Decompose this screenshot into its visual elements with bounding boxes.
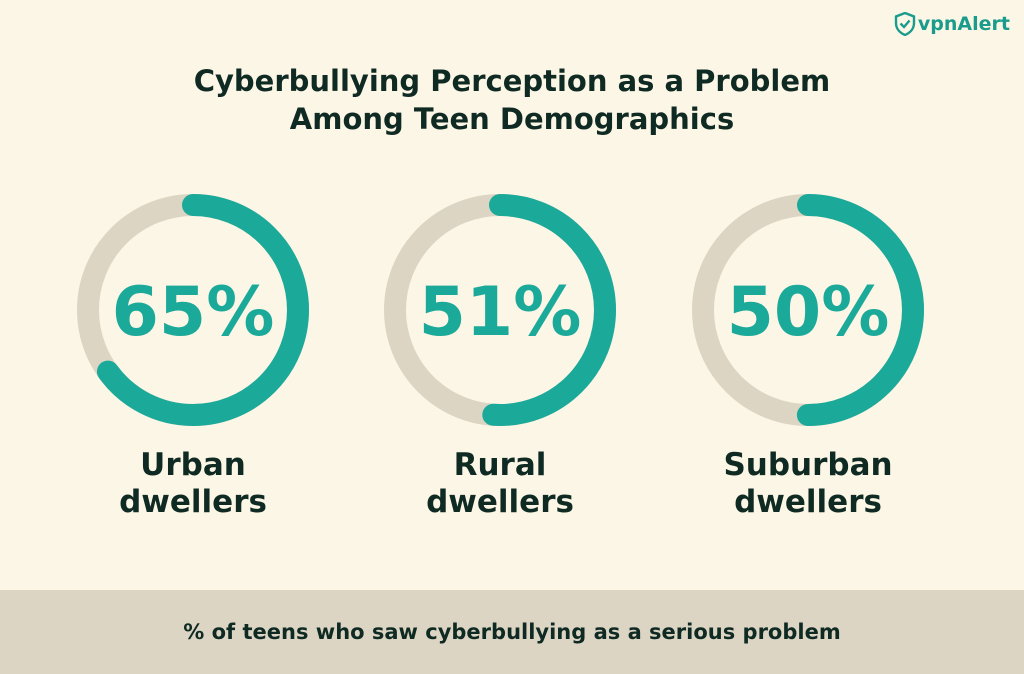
category-label-line-2: dwellers xyxy=(119,484,267,520)
title-line-2: Among Teen Demographics xyxy=(289,102,735,136)
donut-chart: 65% 51% 50% Urban dwellers Rural dwellers Subu… xyxy=(0,190,1024,570)
category-label-line-1: Suburban xyxy=(723,447,893,483)
value-label-rural-dwellers: 51% xyxy=(419,273,582,352)
category-label-urban-dwellers: Urban dwellers xyxy=(73,447,313,521)
category-label-line-1: Rural xyxy=(453,447,547,483)
category-label-rural-dwellers: Rural dwellers xyxy=(380,447,620,521)
category-label-suburban-dwellers: Suburban dwellers xyxy=(688,447,928,521)
page-title: Cyberbullying Perception as a Problem Am… xyxy=(0,62,1024,138)
shield-icon xyxy=(894,12,916,36)
brand-name: vpnAlert xyxy=(917,13,1010,35)
category-label-line-2: dwellers xyxy=(734,484,882,520)
donut-arc-urban-dwellers xyxy=(77,194,309,426)
donut-arc-rural-dwellers xyxy=(384,194,616,426)
donut-arc-suburban-dwellers xyxy=(692,194,924,426)
donut-chart-svg: 65% 51% 50% xyxy=(77,194,924,426)
footer-text: % of teens who saw cyberbullying as a se… xyxy=(183,620,841,644)
category-label-line-2: dwellers xyxy=(426,484,574,520)
value-label-urban-dwellers: 65% xyxy=(112,273,275,352)
value-label-suburban-dwellers: 50% xyxy=(727,273,890,352)
title-line-1: Cyberbullying Perception as a Problem xyxy=(193,64,831,98)
footer-note: % of teens who saw cyberbullying as a se… xyxy=(0,590,1024,674)
category-label-line-1: Urban xyxy=(140,447,246,483)
brand-logo: vpnAlert xyxy=(894,12,1010,36)
